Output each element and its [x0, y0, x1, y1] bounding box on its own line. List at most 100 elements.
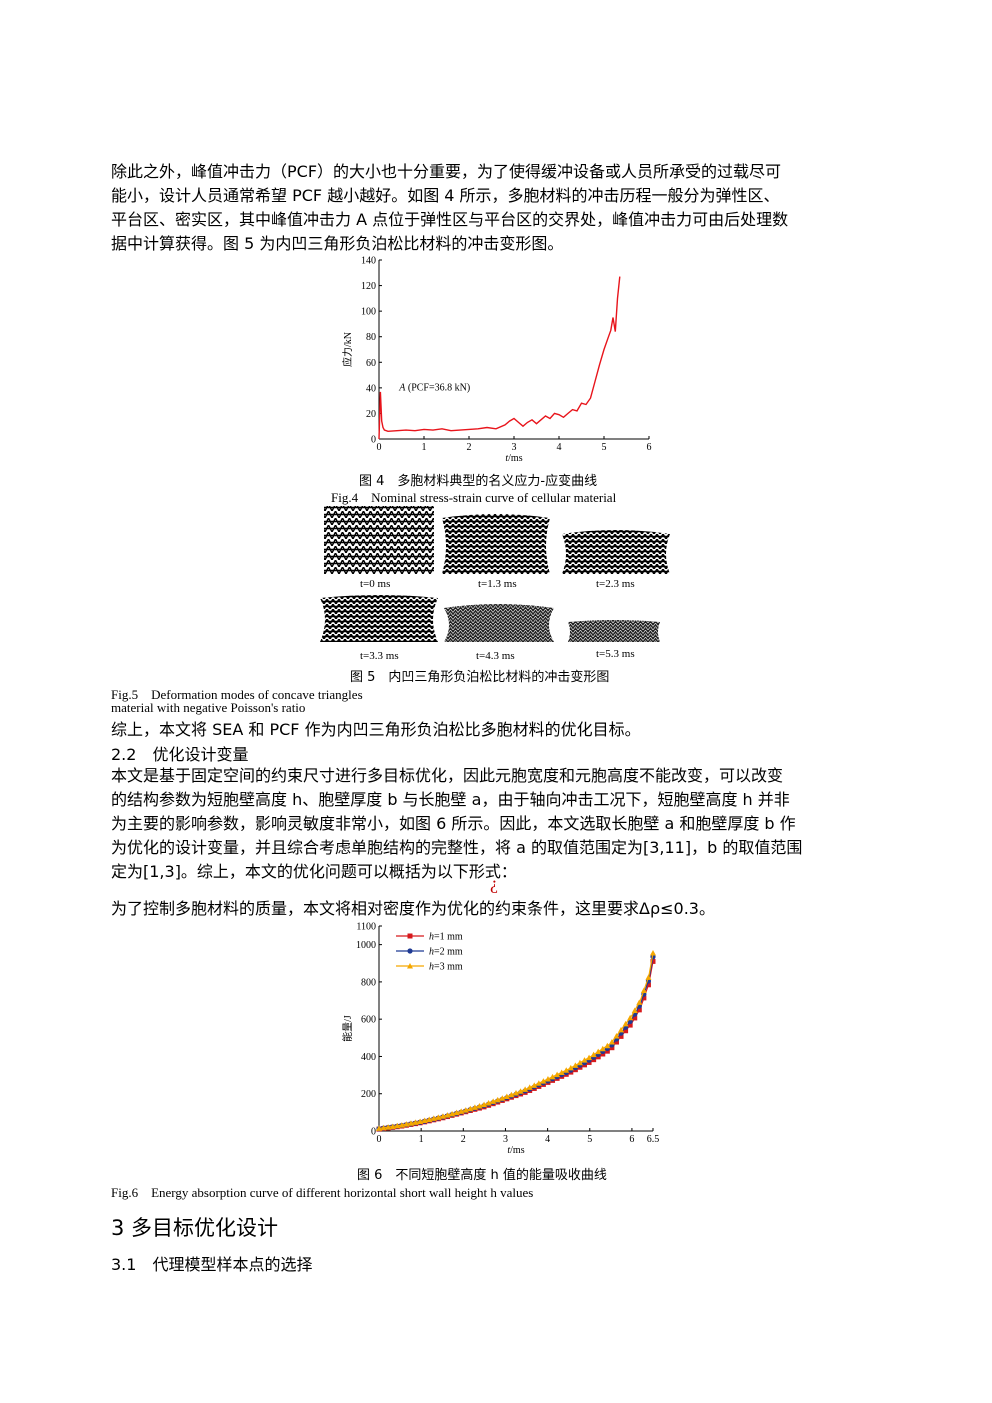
data-point: [572, 1062, 579, 1068]
section-heading-3-1: 3.1 代理模型样本点的选择: [111, 1255, 313, 1274]
data-point: [412, 1119, 419, 1125]
fig4-caption-en: Fig.4 Nominal stress-strain curve of cel…: [331, 490, 617, 505]
text-line: 为了控制多胞材料的质量，本文将相对密度作为优化的约束条件，这里要求Δρ≤0.3。: [111, 899, 715, 918]
data-point: [481, 1101, 488, 1108]
y-tick-label: 120: [361, 281, 376, 292]
data-point: [599, 1045, 606, 1052]
fig6-caption-cn: 图 6 不同短胞壁高度 h 值的能量吸收曲线: [357, 1168, 607, 1183]
data-point: [650, 958, 656, 964]
data-point: [595, 1048, 602, 1055]
data-point: [618, 1033, 624, 1039]
legend-marker: [407, 948, 413, 954]
text-line: 综上，本文将 SEA 和 PCF 作为内凹三角形负泊松比多胞材料的优化目标。: [111, 720, 641, 739]
text-line: 能小，设计人员通常希望 PCF 越小越好。如图 4 所示，多胞材料的冲击历程一般…: [111, 186, 780, 205]
formula-placeholder: ¿: [490, 873, 498, 893]
data-point: [549, 1073, 556, 1080]
data-point: [522, 1086, 529, 1092]
fig5-caption-cn: 图 5 内凹三角形负泊松比材料的冲击变形图: [350, 670, 610, 685]
data-point: [485, 1100, 492, 1106]
x-tick-label: 6: [647, 442, 652, 453]
series-line: [378, 276, 621, 440]
lattice-t3-3: [320, 595, 438, 642]
y-tick-label: 200: [361, 1089, 376, 1100]
y-tick-label: 0: [371, 435, 376, 446]
x-tick-label: 3: [512, 442, 517, 453]
data-point: [632, 1015, 638, 1021]
data-point: [435, 1114, 442, 1120]
y-tick-label: 800: [361, 977, 376, 988]
data-point: [380, 1124, 387, 1131]
paragraph-design-variables: 本文是基于固定空间的约束尺寸进行多目标优化，因此元胞宽度和元胞高度不能改变，可以…: [111, 764, 886, 884]
y-tick-label: 140: [361, 256, 376, 267]
lattice-t4-3: [444, 604, 554, 642]
data-point: [613, 1039, 619, 1045]
y-axis-label: 应力/kN: [341, 332, 354, 367]
data-point: [458, 1108, 465, 1114]
data-point: [554, 1071, 561, 1078]
text-line: 除此之外，峰值冲击力（PCF）的大小也十分重要，为了使得缓冲设备或人员所承受的过…: [111, 162, 782, 181]
x-tick-label: 1: [422, 442, 427, 453]
frame-label: t=5.3 ms: [596, 648, 635, 660]
data-point: [622, 1020, 629, 1027]
data-point: [563, 1067, 570, 1073]
data-point: [398, 1122, 405, 1128]
fig5-caption-en-1: Fig.5 Deformation modes of concave trian…: [111, 687, 363, 702]
y-tick-label: 1000: [356, 940, 376, 951]
lattice-t0: [324, 506, 434, 574]
data-point: [490, 1098, 497, 1104]
data-point: [645, 982, 651, 988]
x-tick-label: 4: [557, 442, 562, 453]
legend-marker: [407, 963, 413, 969]
data-point: [567, 1064, 574, 1071]
text-line: 本文是基于固定空间的约束尺寸进行多目标优化，因此元胞宽度和元胞高度不能改变，可以…: [111, 766, 784, 785]
data-point: [449, 1110, 456, 1117]
data-point: [503, 1093, 510, 1100]
text-line: 平台区、密实区，其中峰值冲击力 A 点位于弹性区与平台区的交界处，峰值冲击力可由…: [111, 210, 789, 229]
fig4-caption-cn: 图 4 多胞材料典型的名义应力-应变曲线: [359, 474, 598, 489]
x-tick-label: 3: [503, 1134, 508, 1145]
y-axis-label: 能量/J: [341, 1015, 354, 1042]
data-point: [627, 1022, 633, 1028]
x-tick-label: 4: [545, 1134, 550, 1145]
data-point: [650, 950, 656, 956]
frame-label: t=1.3 ms: [478, 578, 517, 590]
x-tick-label: 5: [587, 1134, 592, 1145]
x-tick-label: 5: [602, 442, 607, 453]
data-point: [609, 1045, 615, 1051]
text-line: 的结构参数为短胞壁高度 h、胞壁厚度 b 与长胞壁 a，由于轴向冲击工况下，短胞…: [111, 790, 790, 809]
fig5-caption-en-2: material with negative Poisson's ratio: [111, 700, 306, 715]
data-point: [508, 1091, 515, 1098]
lattice-t1-3: [442, 514, 550, 574]
paragraph-constraint: 为了控制多胞材料的质量，本文将相对密度作为优化的约束条件，这里要求Δρ≤0.3。: [111, 897, 886, 921]
data-point: [467, 1105, 474, 1112]
x-tick-label: 6: [629, 1134, 634, 1145]
fig6-energy-absorption-chart: 0 1 2 3 4 5 6 6.5020040060080010001100t/ms能量/J …: [341, 922, 660, 1157]
data-point: [494, 1096, 501, 1103]
x-tick-label: 0: [377, 442, 382, 453]
data-point: [453, 1109, 460, 1116]
data-point: [389, 1123, 396, 1129]
data-point: [544, 1076, 551, 1082]
data-point: [407, 1120, 414, 1126]
data-point: [645, 974, 652, 980]
data-point: [613, 1032, 620, 1039]
legend-label: h=1 mm: [429, 932, 463, 943]
frame-label: t=2.3 ms: [596, 578, 635, 590]
y-tick-label: 60: [366, 358, 376, 369]
data-point: [558, 1069, 565, 1075]
data-point: [426, 1116, 433, 1122]
x-tick-label: 6.5: [647, 1134, 660, 1145]
data-point: [430, 1115, 437, 1121]
legend-label: h=2 mm: [429, 947, 463, 958]
data-point: [540, 1078, 547, 1084]
data-point: [627, 1014, 634, 1021]
data-point: [513, 1089, 519, 1096]
data-point: [576, 1059, 583, 1066]
data-point: [476, 1103, 483, 1109]
annotation-pcf: A (PCF=36.8 kN): [398, 382, 470, 393]
y-tick-label: 20: [366, 409, 376, 420]
text-line: 为优化的设计变量，并且综合考虑单胞结构的完整性，将 a 的取值范围定为[3,11…: [111, 838, 803, 857]
x-axis-label: t/ms: [507, 1145, 524, 1156]
data-point: [517, 1088, 524, 1094]
data-point: [403, 1121, 410, 1127]
